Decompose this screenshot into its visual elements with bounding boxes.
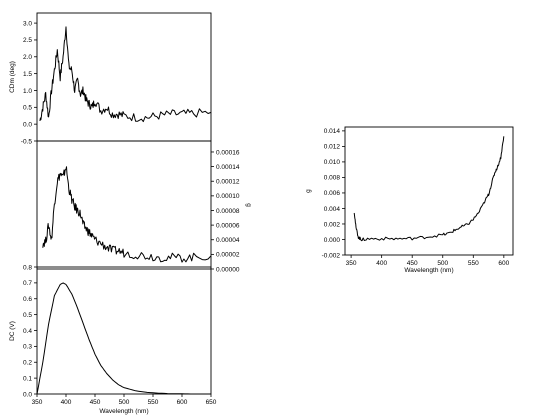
cd-y-tick-label: 1.0	[23, 88, 32, 95]
right-x-tick-label: 550	[468, 260, 479, 267]
right-x-tick-label: 400	[376, 260, 387, 267]
dc-x-tick-label: 500	[119, 399, 130, 406]
right-y-tick-label: 0.000	[324, 237, 341, 244]
dc-x-tick-label: 400	[61, 399, 72, 406]
right-plot-frame	[344, 126, 514, 256]
g-y-tick-label: 0.00006	[216, 222, 240, 229]
g-y-tick-label: 0.00008	[216, 208, 240, 215]
dc-y-tick-label: 0.2	[23, 360, 32, 367]
g-y-ticks: 0.00000 0.00002 0.00004 0.00006 0.00008 0.000…	[211, 149, 240, 273]
cd-y-axis-label: CDm (deg)	[9, 61, 16, 93]
g-y-tick-label: 0.00016	[216, 149, 240, 156]
dc-y-tick-label: 0.5	[23, 312, 32, 319]
g-y-tick-label: 0.00004	[216, 237, 240, 244]
cd-y-tick-label: 2.0	[23, 54, 32, 61]
dc-x-axis-label: Wavelength (nm)	[99, 408, 148, 415]
dc-plot-frame	[36, 266, 212, 395]
cd-y-tick-label: 0.5	[23, 105, 32, 112]
right-y-tick-label: 0.006	[324, 190, 341, 197]
dc-x-tick-label: 350	[32, 399, 43, 406]
right-x-tick-label: 450	[407, 260, 418, 267]
cd-y-ticks: -0.5 0.0 0.5 1.0 1.5 2.0 2.5 3.0	[21, 20, 37, 145]
cd-y-tick-label: 3.0	[23, 20, 32, 27]
dc-x-ticks: 350 400 450 500 550 600 650	[32, 394, 217, 406]
dc-x-tick-label: 600	[177, 399, 188, 406]
right-y-tick-label: 0.008	[324, 175, 341, 182]
right-y-tick-label: 0.004	[324, 206, 341, 213]
g-y-tick-label: 0.00010	[216, 193, 240, 200]
right-x-tick-label: 500	[437, 260, 448, 267]
right-series-line	[353, 136, 505, 242]
cd-y-tick-label: 1.5	[23, 71, 32, 78]
cd-y-tick-label: 2.5	[23, 37, 32, 44]
right-y-axis-label: g	[305, 189, 312, 193]
dc-y-tick-label: 0.4	[23, 328, 32, 335]
right-y-tick-label: -0.002	[322, 252, 341, 259]
right-x-ticks: 350 400 450 500 550 600	[346, 255, 510, 267]
dc-y-tick-label: 0.7	[23, 280, 32, 287]
g-series-line	[42, 166, 212, 263]
panel-cd: -0.5 0.0 0.5 1.0 1.5 2.0 2.5 3.0 CDm (deg)	[9, 12, 212, 145]
right-x-tick-label: 600	[498, 260, 509, 267]
right-y-tick-label: 0.010	[324, 159, 341, 166]
right-x-axis-label: Wavelength (nm)	[404, 267, 453, 274]
right-x-tick-label: 350	[346, 260, 357, 267]
dc-x-tick-label: 650	[206, 399, 217, 406]
g-y-tick-label: 0.00002	[216, 252, 240, 259]
cd-y-tick-label: 0.0	[23, 121, 32, 128]
g-y-tick-label: 0.00012	[216, 179, 240, 186]
cd-series-line	[39, 26, 212, 123]
g-y-tick-label: 0.00014	[216, 164, 240, 171]
g-y-tick-label: 0.00000	[216, 266, 240, 273]
right-y-tick-label: 0.012	[324, 144, 341, 151]
dc-y-tick-label: 0.3	[23, 344, 32, 351]
panel-dc: 0.0 0.1 0.2 0.3 0.4 0.5 0.6 0.7 0.8 350 400 450 500…	[9, 264, 217, 415]
panel-g: 0.00000 0.00002 0.00004 0.00006 0.00008 0.000…	[36, 140, 252, 273]
right-y-ticks: -0.002 0.000 0.002 0.004 0.006 0.008 0.010 0.01…	[322, 128, 345, 259]
dc-series-line	[36, 282, 211, 395]
cd-y-tick-label: -0.5	[21, 138, 33, 145]
dc-x-tick-label: 550	[148, 399, 159, 406]
g-plot-frame	[36, 140, 212, 270]
dc-y-axis-label: DC (V)	[9, 321, 16, 341]
panel-right: -0.002 0.000 0.002 0.004 0.006 0.008 0.010 0.01…	[305, 126, 514, 274]
dc-x-tick-label: 450	[90, 399, 101, 406]
cd-plot-frame	[36, 12, 212, 142]
right-y-tick-label: 0.002	[324, 221, 341, 228]
dc-y-tick-label: 0.1	[23, 375, 32, 382]
dc-y-ticks: 0.0 0.1 0.2 0.3 0.4 0.5 0.6 0.7 0.8	[23, 264, 37, 398]
dc-y-tick-label: 0.8	[23, 264, 32, 271]
right-y-tick-label: 0.014	[324, 128, 341, 135]
dc-y-tick-label: 0.0	[23, 391, 32, 398]
g-y-axis-label: g	[245, 203, 252, 207]
dc-y-tick-label: 0.6	[23, 296, 32, 303]
